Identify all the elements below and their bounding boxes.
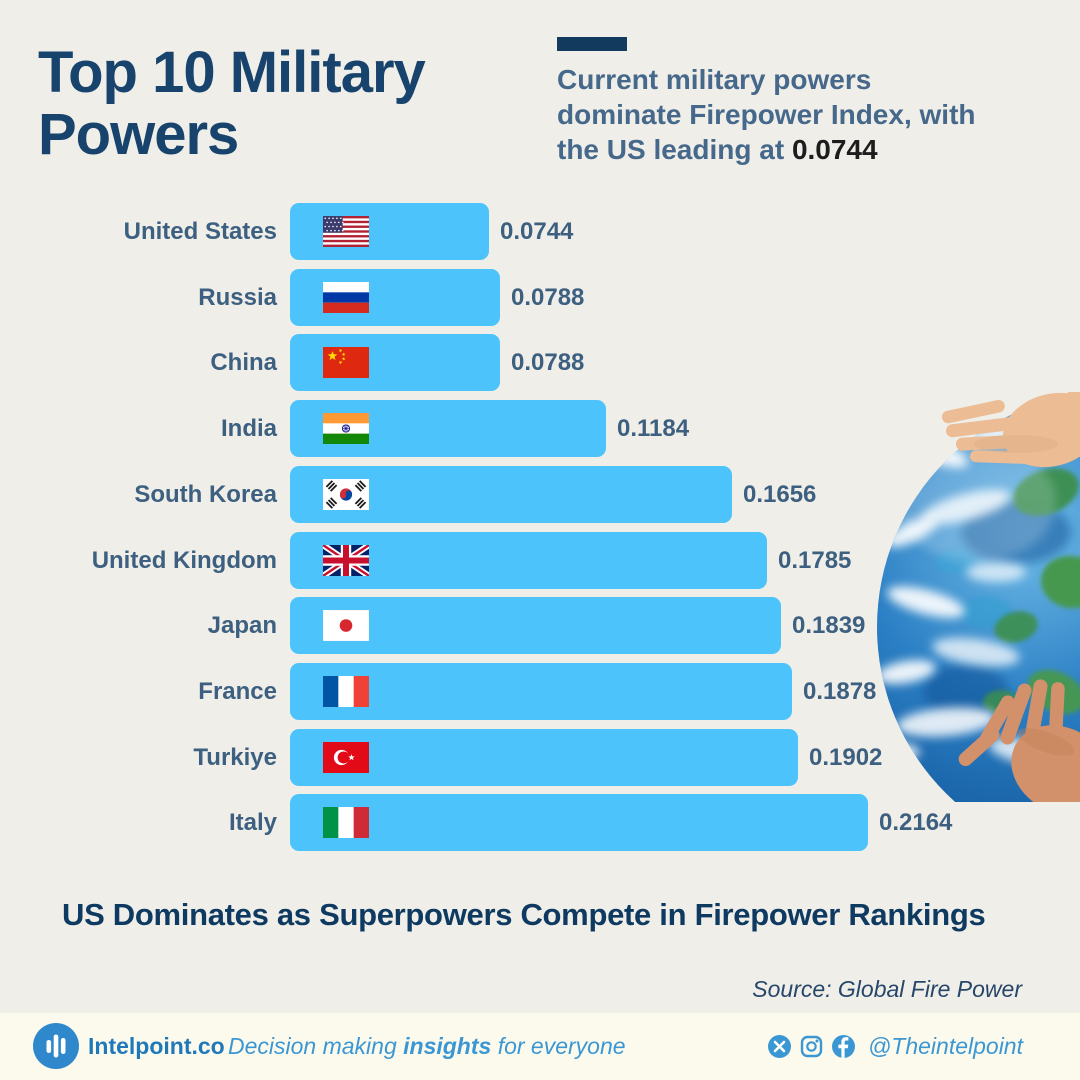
subtitle-value: 0.0744 — [791, 134, 878, 165]
flag-in-icon — [323, 413, 369, 445]
value-bar — [290, 597, 781, 655]
headline: US Dominates as Superpowers Compete in F… — [62, 897, 986, 932]
instagram-icon — [800, 1035, 823, 1058]
chart-row: Italy 0.2164 — [0, 794, 1080, 852]
tagline: Decision making insights for everyone — [228, 1033, 626, 1059]
country-label: Italy — [228, 809, 277, 837]
flag-kr-icon — [323, 478, 369, 510]
country-label: France — [198, 677, 277, 705]
chart-row: France 0.1878 — [0, 662, 1080, 720]
value-bar — [290, 268, 500, 326]
country-label: China — [210, 349, 277, 377]
value-bar — [290, 334, 500, 392]
country-label: United States — [123, 218, 277, 245]
value-bar — [290, 728, 798, 786]
source-text: Source: Global Fire Power — [752, 976, 1022, 1002]
value-bar — [290, 794, 868, 852]
chart-row: United Kingdom 0.1785 — [0, 531, 1080, 589]
accent-bar — [557, 37, 627, 51]
value-label: 0.0788 — [511, 283, 585, 311]
flag-jp-icon — [323, 610, 369, 642]
chart-row: United States 0.0744 — [0, 203, 1080, 260]
facebook-icon — [831, 1035, 855, 1058]
value-label: 0.1184 — [617, 415, 690, 443]
value-label: 0.1902 — [809, 743, 883, 771]
page-title: Top 10 Military Powers — [38, 40, 426, 167]
value-bar — [290, 400, 606, 458]
chart-row: Russia 0.0788 — [0, 268, 1080, 326]
social-links: @Theintelpoint — [767, 1013, 1023, 1080]
brand-name: Intelpoint.co — [88, 1033, 225, 1059]
chart-row: South Korea 0.1656 — [0, 465, 1080, 523]
country-label: India — [220, 415, 277, 443]
flag-cn-icon — [323, 347, 369, 379]
value-bar — [290, 531, 767, 589]
value-bar — [290, 203, 489, 260]
value-label: 0.0744 — [500, 218, 574, 245]
country-label: Russia — [198, 283, 277, 311]
footer: Intelpoint.co Decision making insights f… — [0, 1013, 1080, 1080]
value-bar — [290, 465, 732, 523]
value-bar — [290, 662, 792, 720]
chart-row: Japan 0.1839 — [0, 597, 1080, 655]
value-label: 0.1878 — [803, 677, 877, 705]
value-label: 0.0788 — [511, 349, 585, 377]
x-icon — [767, 1035, 791, 1058]
value-label: 0.2164 — [879, 809, 953, 837]
chart-row: Turkiye 0.1902 — [0, 728, 1080, 786]
value-label: 0.1656 — [743, 480, 817, 508]
subtitle: Current military powers dominate Firepow… — [557, 62, 1043, 167]
chart-row: China 0.0788 — [0, 334, 1080, 392]
chart-row: India 0.1184 — [0, 400, 1080, 458]
value-label: 0.1839 — [792, 612, 866, 640]
subtitle-text: Current military powers dominate Firepow… — [557, 64, 976, 165]
flag-us-icon — [323, 216, 369, 247]
flag-tr-icon — [323, 741, 369, 773]
country-label: South Korea — [134, 480, 277, 508]
flag-it-icon — [323, 807, 369, 839]
intelpoint-logo-icon — [33, 1023, 79, 1069]
country-label: United Kingdom — [91, 546, 277, 574]
country-label: Japan — [207, 612, 277, 640]
country-label: Turkiye — [193, 743, 277, 771]
flag-gb-icon — [323, 544, 369, 576]
value-label: 0.1785 — [778, 546, 852, 574]
flag-ru-icon — [323, 281, 369, 313]
social-handle: @Theintelpoint — [867, 1033, 1023, 1059]
flag-fr-icon — [323, 675, 369, 707]
